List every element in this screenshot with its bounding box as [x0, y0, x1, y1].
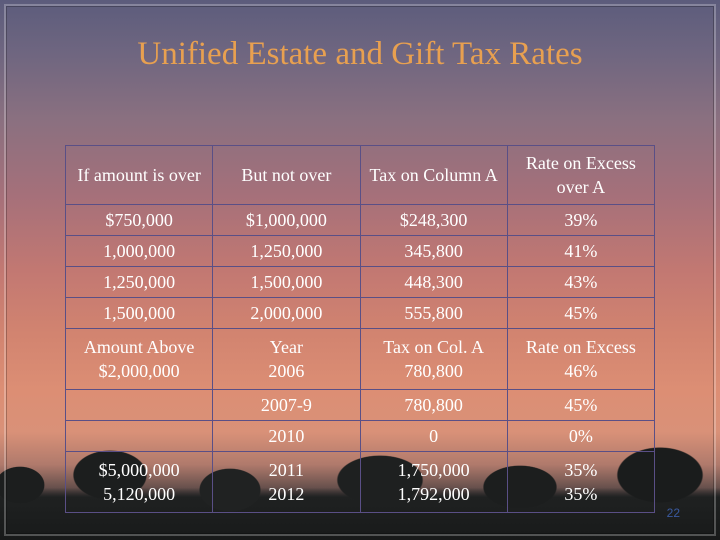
cell-value: 2012	[268, 484, 305, 504]
header-cell: If amount is over	[64, 145, 214, 205]
table-cell: 1,250,000	[212, 235, 361, 267]
table-cell: $5,000,000 5,120,000	[64, 451, 214, 513]
header-cell: Tax on Column A	[359, 145, 508, 205]
table-cell: 1,750,000 1,792,000	[359, 451, 508, 513]
table-row: 1,500,000 2,000,000 555,800 45%	[64, 297, 656, 329]
subheader-label: Rate on Excess	[525, 337, 636, 357]
table-cell: 2007-9	[212, 389, 361, 421]
cell-value: 2011	[268, 460, 305, 480]
table-cell: 35% 35%	[506, 451, 656, 513]
table-cell: Year 2006	[212, 328, 361, 390]
header-cell: Rate on Excess over A	[506, 145, 656, 205]
cell-value: 35%	[564, 460, 598, 480]
slide-frame	[4, 4, 716, 536]
cell-value: 2006	[268, 361, 305, 381]
table-cell: 2011 2012	[212, 451, 361, 513]
table-row: $5,000,000 5,120,000 2011 2012 1,750,000…	[64, 451, 656, 513]
table-cell: 45%	[506, 297, 656, 329]
table-row: Amount Above $2,000,000 Year 2006 Tax on…	[64, 328, 656, 390]
cell-value: $5,000,000	[98, 460, 180, 480]
table-cell: 345,800	[359, 235, 508, 267]
table-cell: $248,300	[359, 204, 508, 236]
table-row: 1,000,000 1,250,000 345,800 41%	[64, 235, 656, 267]
subheader-label: Amount Above	[83, 337, 195, 357]
table-cell: $1,000,000	[212, 204, 361, 236]
table-cell: 1,500,000	[64, 297, 214, 329]
cell-value: 1,792,000	[397, 484, 470, 504]
table-cell: 2,000,000	[212, 297, 361, 329]
table-cell: 41%	[506, 235, 656, 267]
table-cell: 0%	[506, 420, 656, 452]
table-cell: 43%	[506, 266, 656, 298]
table-cell: 39%	[506, 204, 656, 236]
table-row: 1,250,000 1,500,000 448,300 43%	[64, 266, 656, 298]
cell-value: 5,120,000	[103, 484, 176, 504]
table-cell: 448,300	[359, 266, 508, 298]
table-cell: $750,000	[64, 204, 214, 236]
table-cell: 2010	[212, 420, 361, 452]
tax-rates-table: If amount is over But not over Tax on Co…	[64, 145, 656, 513]
table-cell: 555,800	[359, 297, 508, 329]
table-cell: 45%	[506, 389, 656, 421]
table-cell	[64, 389, 214, 421]
table-cell: Rate on Excess 46%	[506, 328, 656, 390]
page-number: 22	[666, 506, 680, 520]
table-cell: 780,800	[359, 389, 508, 421]
table-cell: Amount Above $2,000,000	[64, 328, 214, 390]
cell-value: $2,000,000	[98, 361, 180, 381]
cell-value: 780,800	[404, 361, 463, 381]
cell-value: 1,750,000	[397, 460, 470, 480]
table-cell: 1,500,000	[212, 266, 361, 298]
table-cell: 0	[359, 420, 508, 452]
cell-value: 35%	[564, 484, 598, 504]
header-cell: But not over	[212, 145, 361, 205]
slide-title: Unified Estate and Gift Tax Rates	[137, 36, 583, 72]
table-row: 2010 0 0%	[64, 420, 656, 452]
table-row: 2007-9 780,800 45%	[64, 389, 656, 421]
table-header-row: If amount is over But not over Tax on Co…	[64, 145, 656, 205]
table-cell: 1,000,000	[64, 235, 214, 267]
table-cell: Tax on Col. A 780,800	[359, 328, 508, 390]
subheader-label: Year	[269, 337, 303, 357]
subheader-label: Tax on Col. A	[383, 337, 484, 357]
table-row: $750,000 $1,000,000 $248,300 39%	[64, 204, 656, 236]
cell-value: 46%	[564, 361, 598, 381]
table-cell: 1,250,000	[64, 266, 214, 298]
table-cell	[64, 420, 214, 452]
